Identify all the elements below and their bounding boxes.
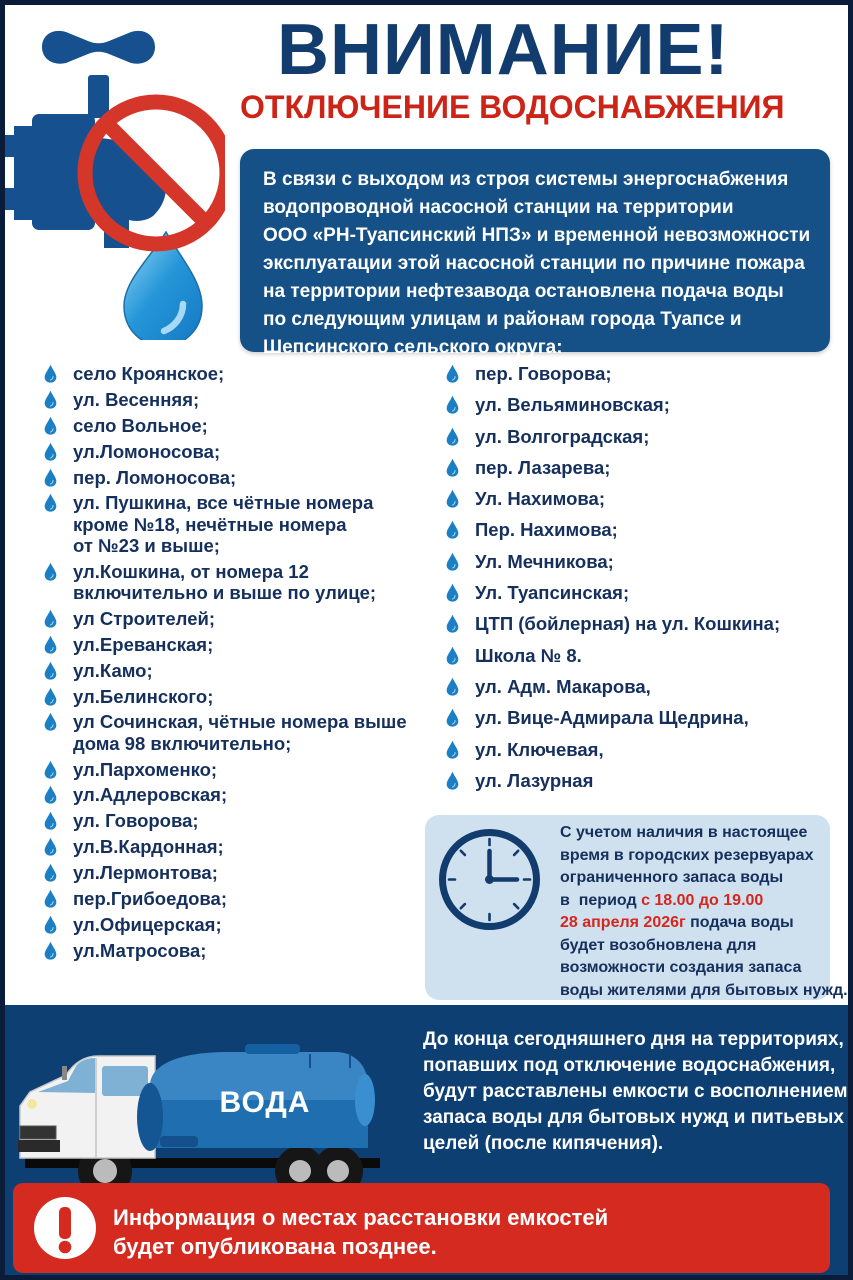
- svg-text:ВОДА: ВОДА: [220, 1086, 311, 1119]
